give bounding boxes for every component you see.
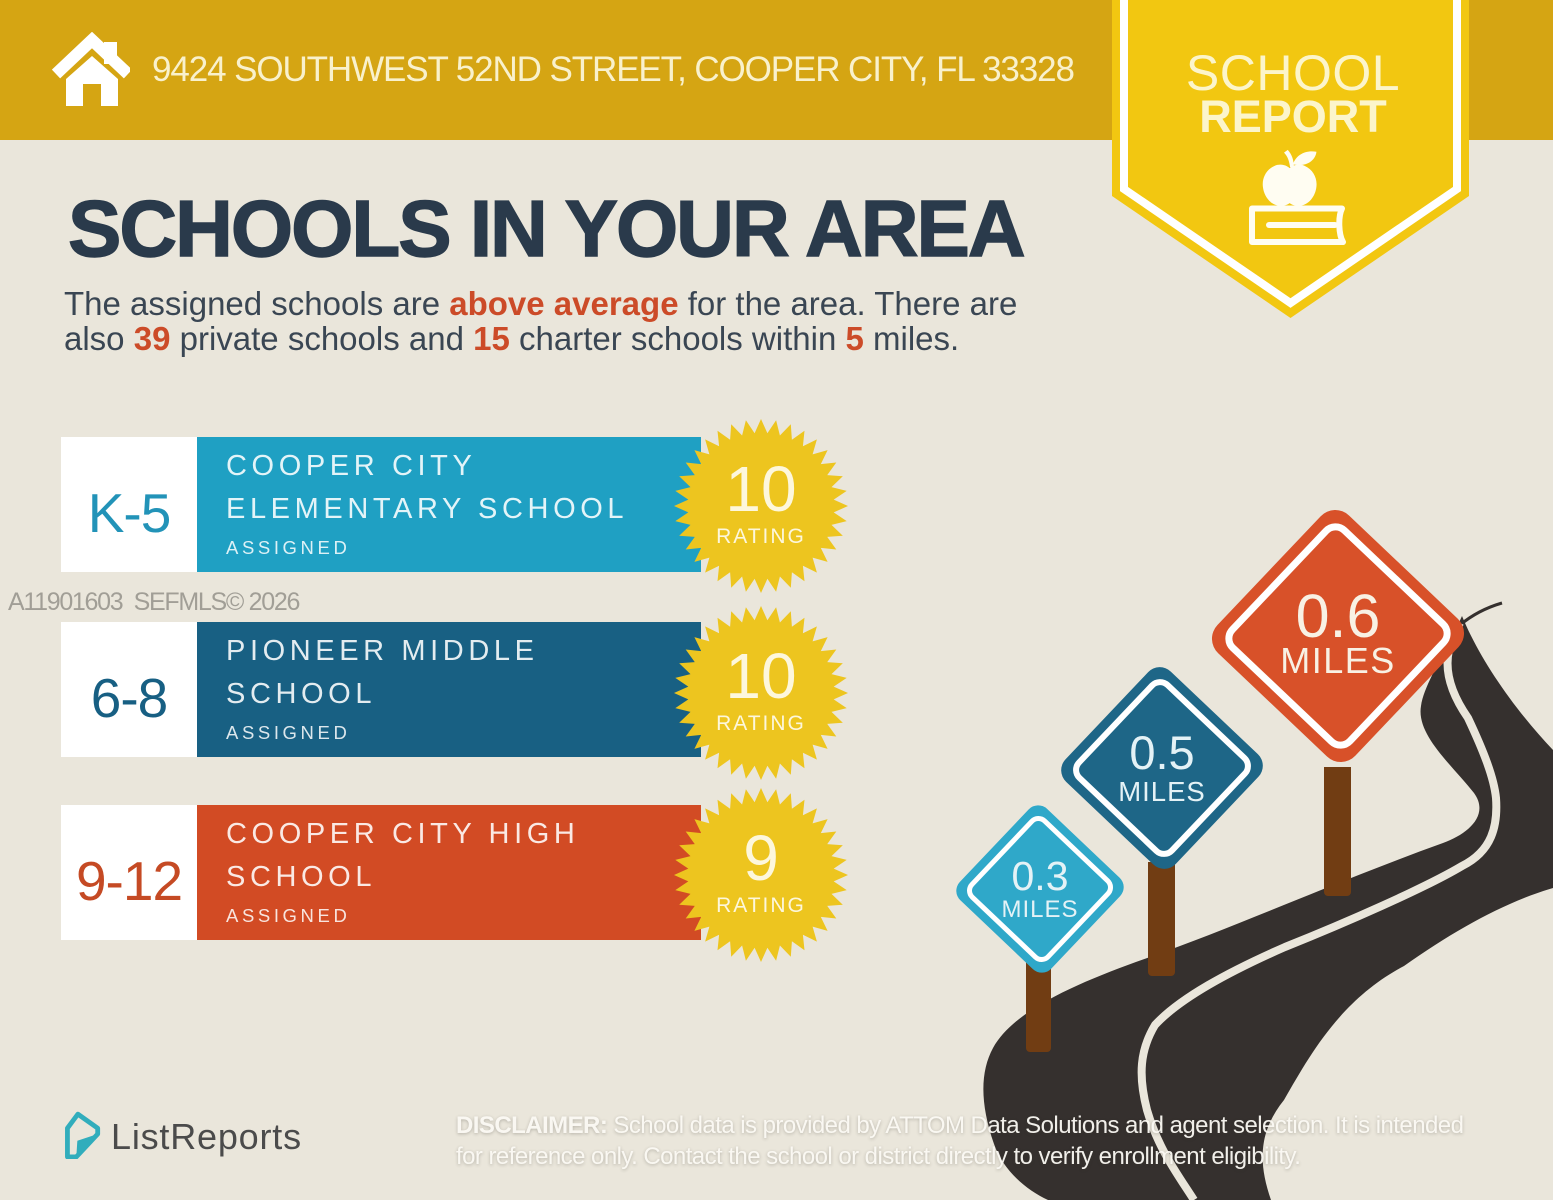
svg-text:10: 10 bbox=[725, 640, 796, 712]
svg-text:9: 9 bbox=[743, 822, 779, 894]
svg-text:RATING: RATING bbox=[716, 525, 806, 548]
svg-text:REPORT: REPORT bbox=[1199, 91, 1387, 142]
svg-text:0.6: 0.6 bbox=[1296, 582, 1381, 650]
svg-text:10: 10 bbox=[725, 453, 796, 525]
svg-text:0.3: 0.3 bbox=[1012, 853, 1069, 899]
svg-text:RATING: RATING bbox=[716, 894, 806, 917]
svg-text:MILES: MILES bbox=[1118, 776, 1206, 807]
svg-text:MILES: MILES bbox=[1280, 640, 1396, 681]
svg-text:MILES: MILES bbox=[1001, 896, 1078, 923]
svg-text:RATING: RATING bbox=[716, 712, 806, 735]
svg-text:SCHOOL: SCHOOL bbox=[1186, 45, 1400, 101]
svg-text:0.5: 0.5 bbox=[1129, 726, 1194, 779]
